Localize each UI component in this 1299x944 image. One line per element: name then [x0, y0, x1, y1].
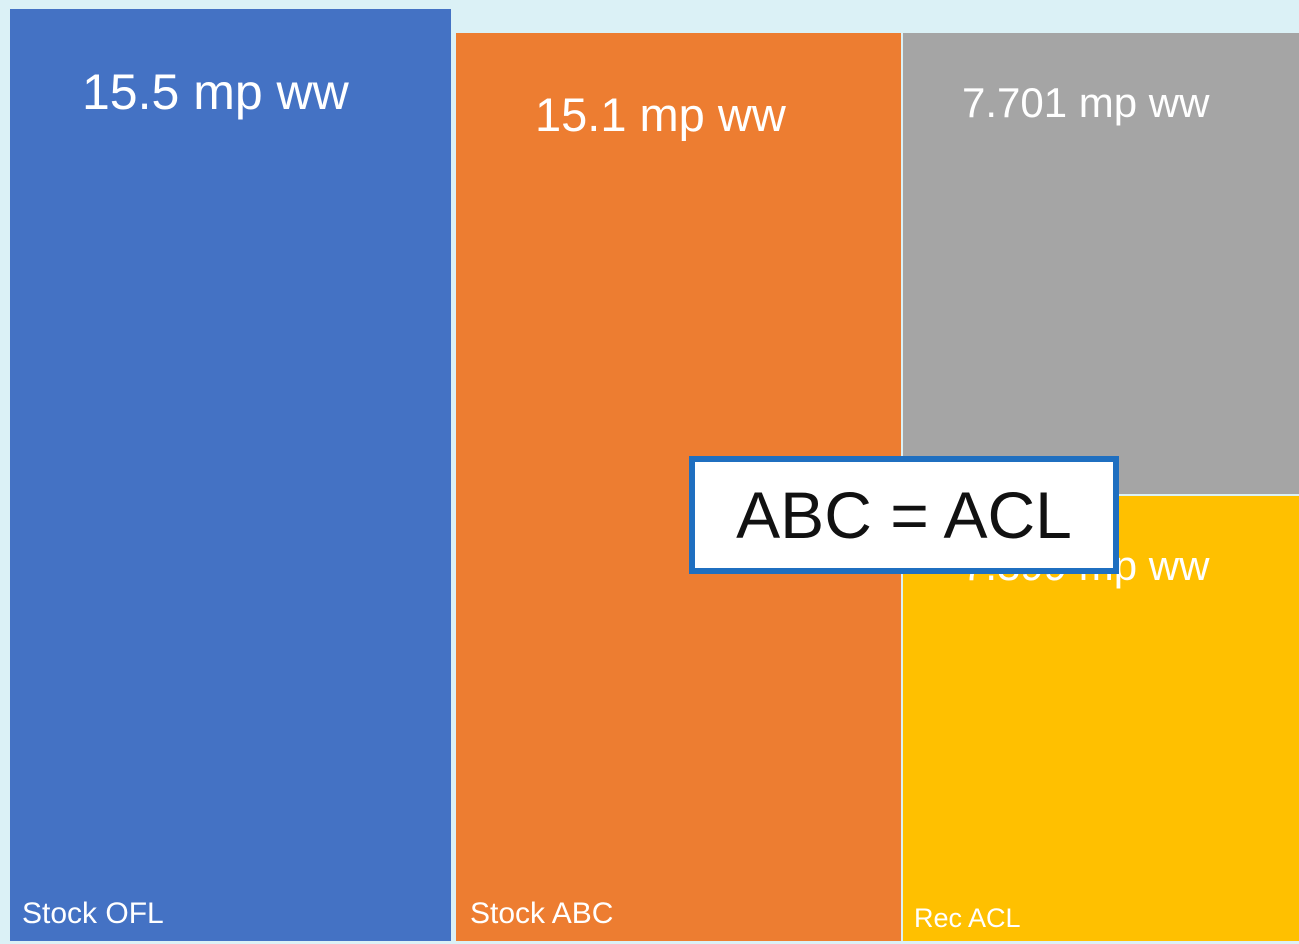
block-rec-acl-upper [903, 33, 1299, 495]
category-label-rec-acl: Rec ACL [914, 903, 1021, 933]
value-label-stock-ofl: 15.5 mp ww [82, 64, 349, 120]
value-label-stock-abc: 15.1 mp ww [535, 88, 786, 142]
block-stock-ofl [10, 9, 451, 941]
callout-box: ABC = ACL [694, 461, 1114, 569]
value-label-rec-acl-upper: 7.701 mp ww [962, 79, 1210, 127]
callout-text: ABC = ACL [736, 478, 1072, 552]
abc-equals-acl-callout: ABC = ACL [689, 456, 1119, 574]
category-label-stock-abc: Stock ABC [470, 897, 614, 930]
category-label-stock-ofl: Stock OFL [22, 897, 164, 930]
